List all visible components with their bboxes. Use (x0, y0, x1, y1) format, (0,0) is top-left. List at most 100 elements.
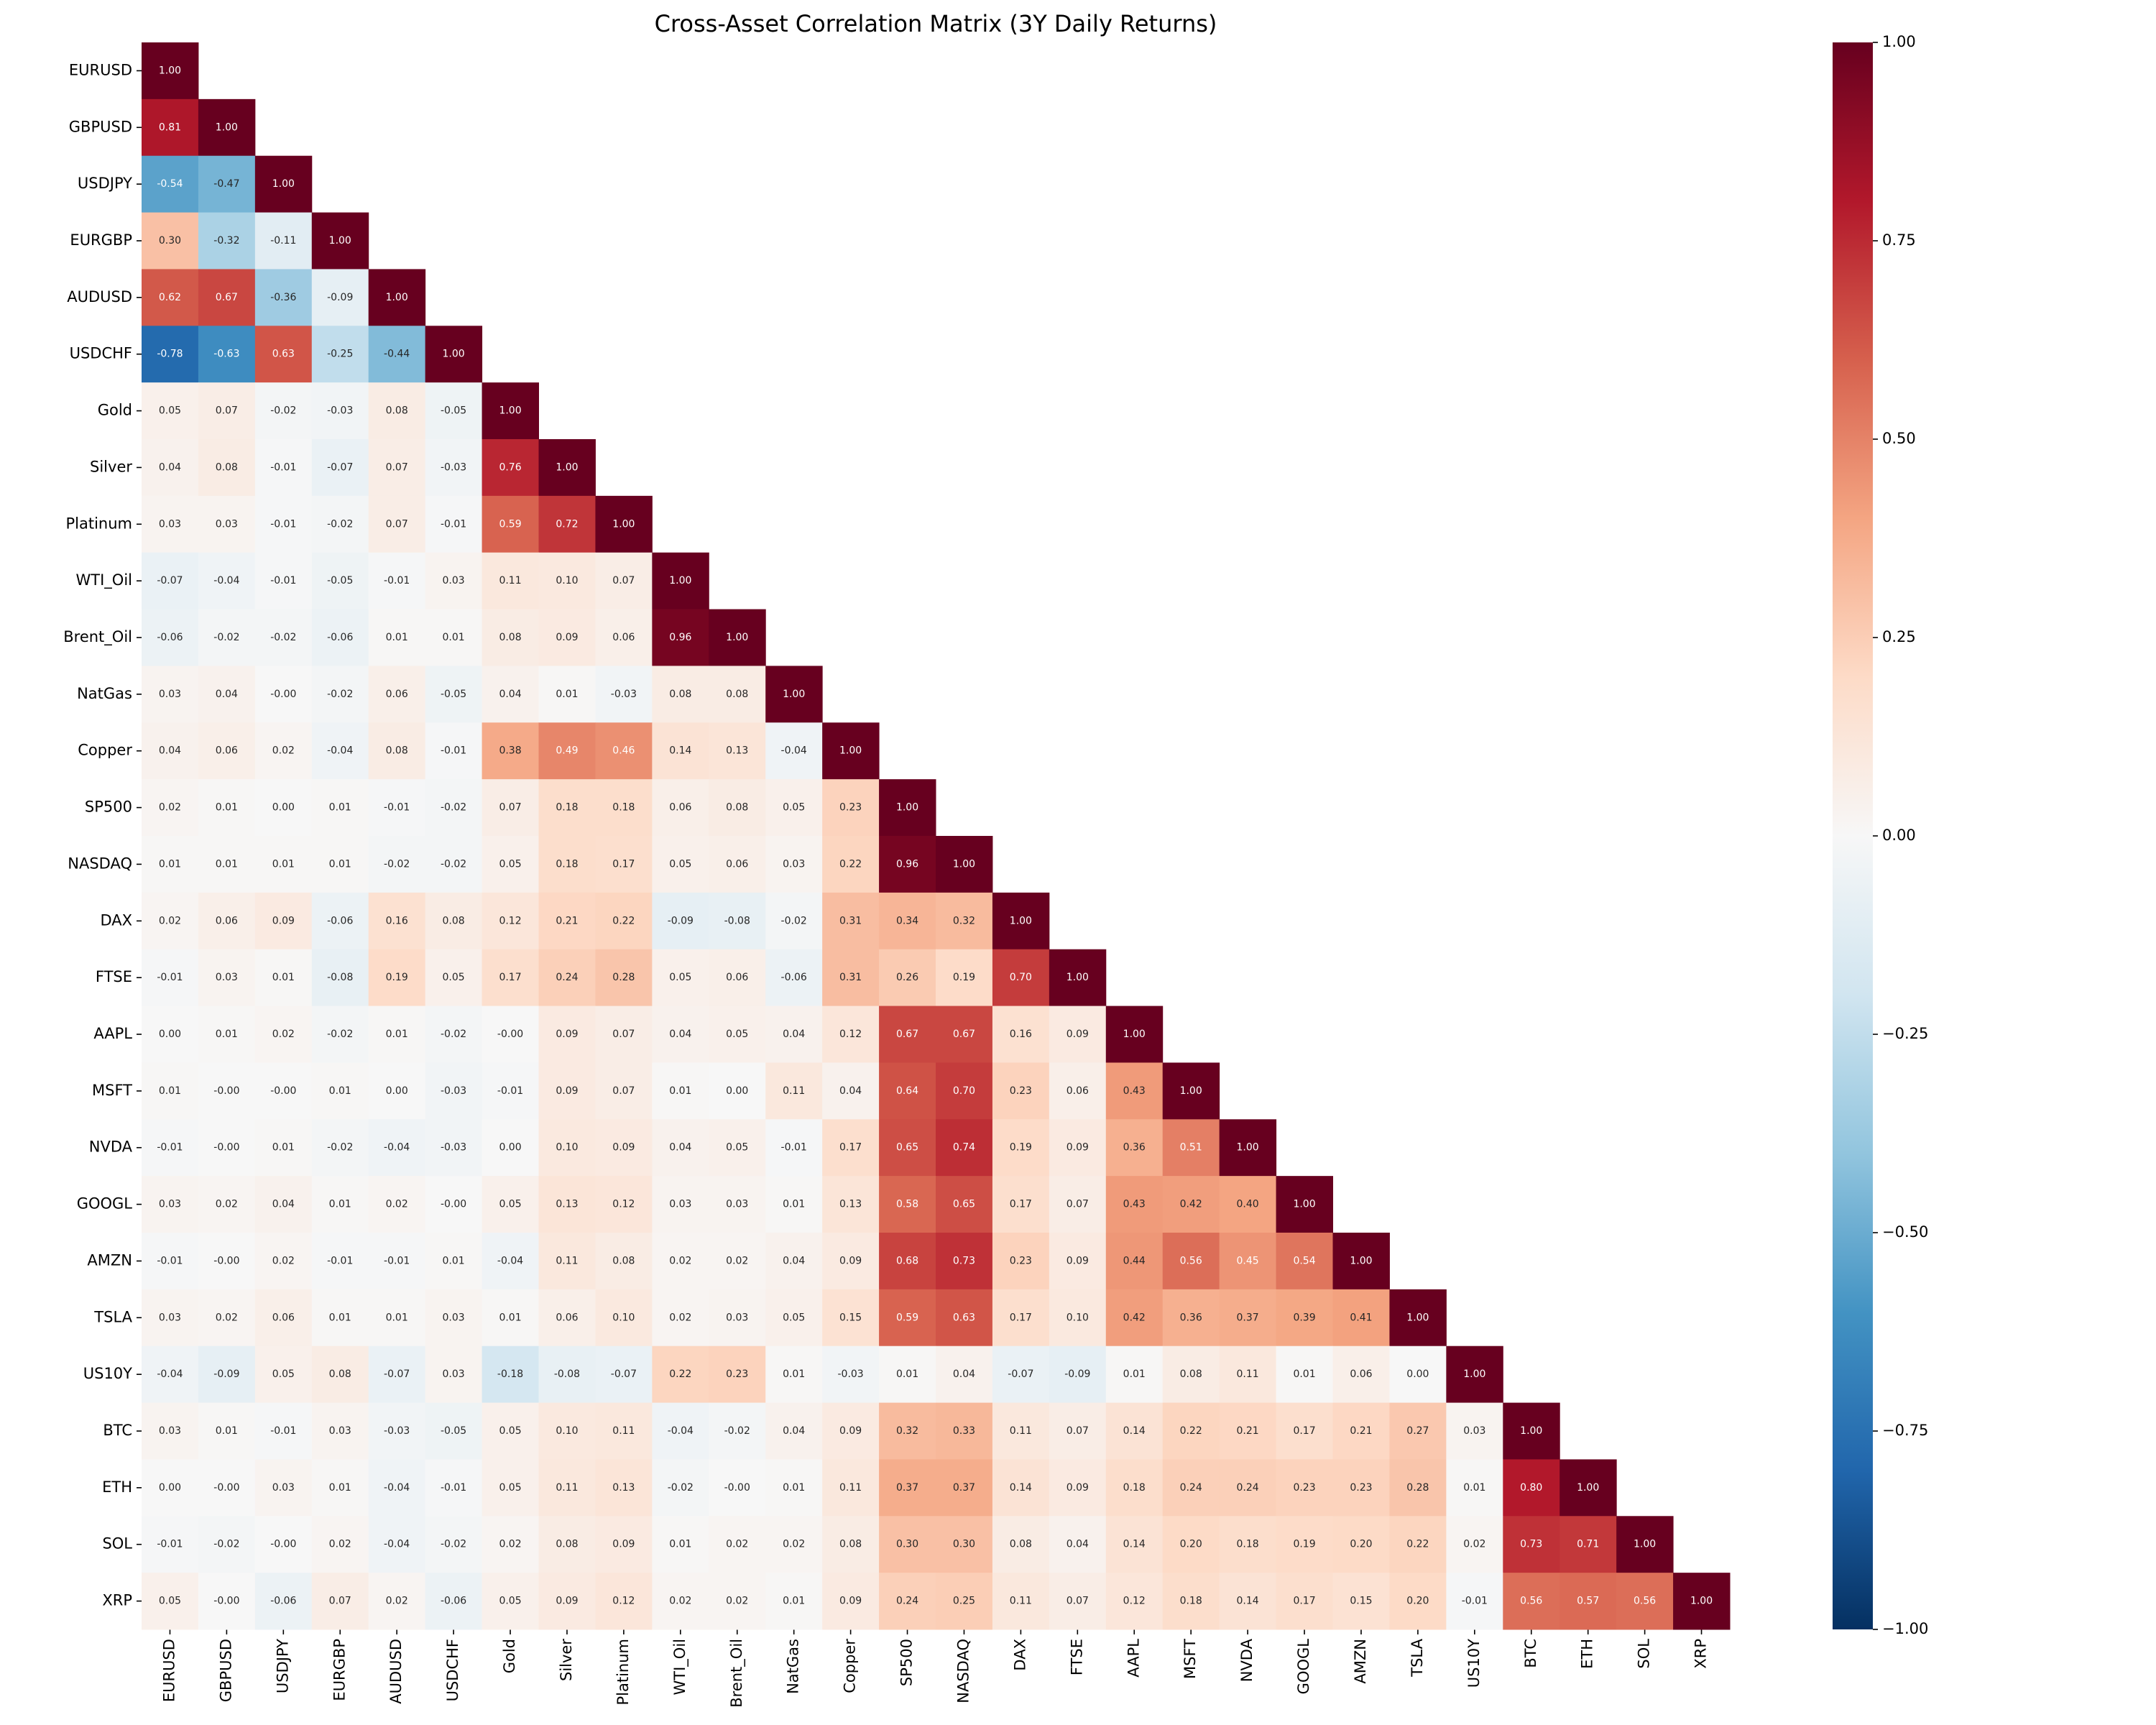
heatmap-cell (1049, 1062, 1107, 1120)
heatmap-cell (992, 1346, 1050, 1404)
heatmap-cell (368, 1233, 426, 1290)
cell-label: -0.18 (497, 1368, 523, 1380)
cell-label: 0.06 (556, 1312, 578, 1323)
cell-label: -0.03 (384, 1425, 410, 1437)
cell-label: 0.01 (443, 1255, 465, 1266)
cell-label: 1.00 (1690, 1596, 1713, 1607)
heatmap-cell (425, 495, 483, 553)
cell-label: 0.65 (896, 1142, 918, 1154)
cell-label: 0.14 (669, 745, 691, 757)
y-tick-label: NatGas (77, 685, 132, 702)
cell-label: 0.45 (1237, 1255, 1259, 1266)
y-tick-label: BTC (103, 1422, 132, 1439)
heatmap-cell (1105, 1119, 1164, 1177)
cell-label: -0.01 (157, 1255, 183, 1266)
cell-label: 0.13 (839, 1199, 862, 1210)
cell-label: 0.02 (159, 915, 181, 926)
heatmap-cell (142, 269, 199, 326)
cell-label: 0.01 (669, 1085, 691, 1097)
cell-label: 0.09 (272, 915, 295, 926)
heatmap-cell (425, 382, 483, 440)
cell-label: 0.19 (1293, 1539, 1315, 1550)
heatmap-cell (936, 1062, 993, 1120)
heatmap-cell (1162, 1119, 1220, 1177)
cell-label: -0.08 (724, 915, 750, 926)
heatmap-cell (425, 1573, 483, 1630)
heatmap-cell (1446, 1573, 1503, 1630)
cell-label: 0.01 (499, 1312, 521, 1323)
cell-label: 1.00 (1293, 1199, 1315, 1210)
heatmap-cell (1560, 1459, 1617, 1517)
cell-label: 0.01 (386, 1029, 408, 1040)
cell-label: 1.00 (1237, 1142, 1259, 1154)
heatmap-cell (936, 892, 993, 950)
heatmap-cell (142, 1062, 199, 1120)
cell-label: 0.01 (329, 1482, 351, 1494)
cell-label: -0.02 (327, 1029, 353, 1040)
cell-label: 0.05 (499, 1482, 521, 1494)
heatmap-cell (482, 495, 539, 553)
heatmap-cell (368, 1516, 426, 1573)
cell-label: -0.01 (384, 1255, 410, 1266)
heatmap-cell (254, 1062, 313, 1120)
cell-label: 0.39 (1293, 1312, 1315, 1323)
cell-label: 0.06 (726, 858, 748, 870)
heatmap-cell (425, 1516, 483, 1573)
heatmap-cell (595, 949, 653, 1007)
y-tick-label: Copper (78, 742, 132, 759)
cell-label: -0.00 (441, 1199, 466, 1210)
heatmap-cell (992, 1289, 1050, 1347)
cell-label: 0.23 (839, 802, 862, 814)
y-tick-label: AAPL (93, 1025, 132, 1042)
cell-label: 0.16 (1010, 1029, 1032, 1040)
cell-label: 0.06 (386, 689, 408, 700)
cell-label: 0.03 (159, 1425, 181, 1437)
cell-label: -0.36 (270, 292, 296, 303)
cell-label: -0.01 (384, 575, 410, 586)
cell-label: 0.03 (216, 972, 238, 983)
cell-label: -0.32 (213, 235, 239, 247)
x-tick-label: SOL (1636, 1639, 1653, 1669)
heatmap-cell (595, 1573, 653, 1630)
heatmap-cell (765, 1062, 823, 1120)
heatmap-cell (652, 836, 709, 893)
cell-label: -0.04 (327, 745, 353, 757)
cell-label: 0.22 (669, 1368, 691, 1380)
y-tick-label: SOL (102, 1535, 132, 1552)
heatmap-cell (311, 1233, 369, 1290)
heatmap-cell (142, 836, 199, 893)
cell-label: 0.36 (1180, 1312, 1202, 1323)
heatmap-cell (1162, 1516, 1220, 1573)
heatmap-cell (1049, 1119, 1107, 1177)
y-tick-label: TSLA (93, 1308, 132, 1325)
heatmap-cell (1332, 1459, 1390, 1517)
heatmap-cell (1219, 1119, 1277, 1177)
heatmap-cell (198, 552, 256, 610)
cell-label: 0.05 (499, 858, 521, 870)
heatmap-cell (652, 892, 709, 950)
heatmap-cell (254, 552, 313, 610)
cell-label: 0.10 (556, 1142, 578, 1154)
heatmap-cell (1560, 1573, 1617, 1630)
cell-label: 0.58 (896, 1199, 918, 1210)
heatmap-cell (992, 949, 1050, 1007)
cell-label: 1.00 (1463, 1368, 1485, 1380)
cell-label: -0.04 (497, 1255, 523, 1266)
heatmap-cell (822, 1176, 880, 1233)
heatmap-cell (425, 1402, 483, 1460)
cell-label: 0.01 (669, 1539, 691, 1550)
cell-label: -0.06 (781, 972, 807, 983)
heatmap-cell (595, 779, 653, 837)
cell-label: -0.01 (157, 972, 183, 983)
heatmap-cell (652, 1176, 709, 1233)
cell-label: -0.00 (213, 1085, 239, 1097)
heatmap-cell (765, 1573, 823, 1630)
heatmap-cell (425, 1062, 483, 1120)
heatmap-cell (254, 1233, 313, 1290)
heatmap-cell (425, 1176, 483, 1233)
cell-label: 0.08 (1180, 1368, 1202, 1380)
cell-label: 0.10 (556, 575, 578, 586)
cell-label: 0.12 (839, 1029, 862, 1040)
heatmap-cell (936, 1402, 993, 1460)
cell-label: 0.63 (272, 349, 295, 360)
